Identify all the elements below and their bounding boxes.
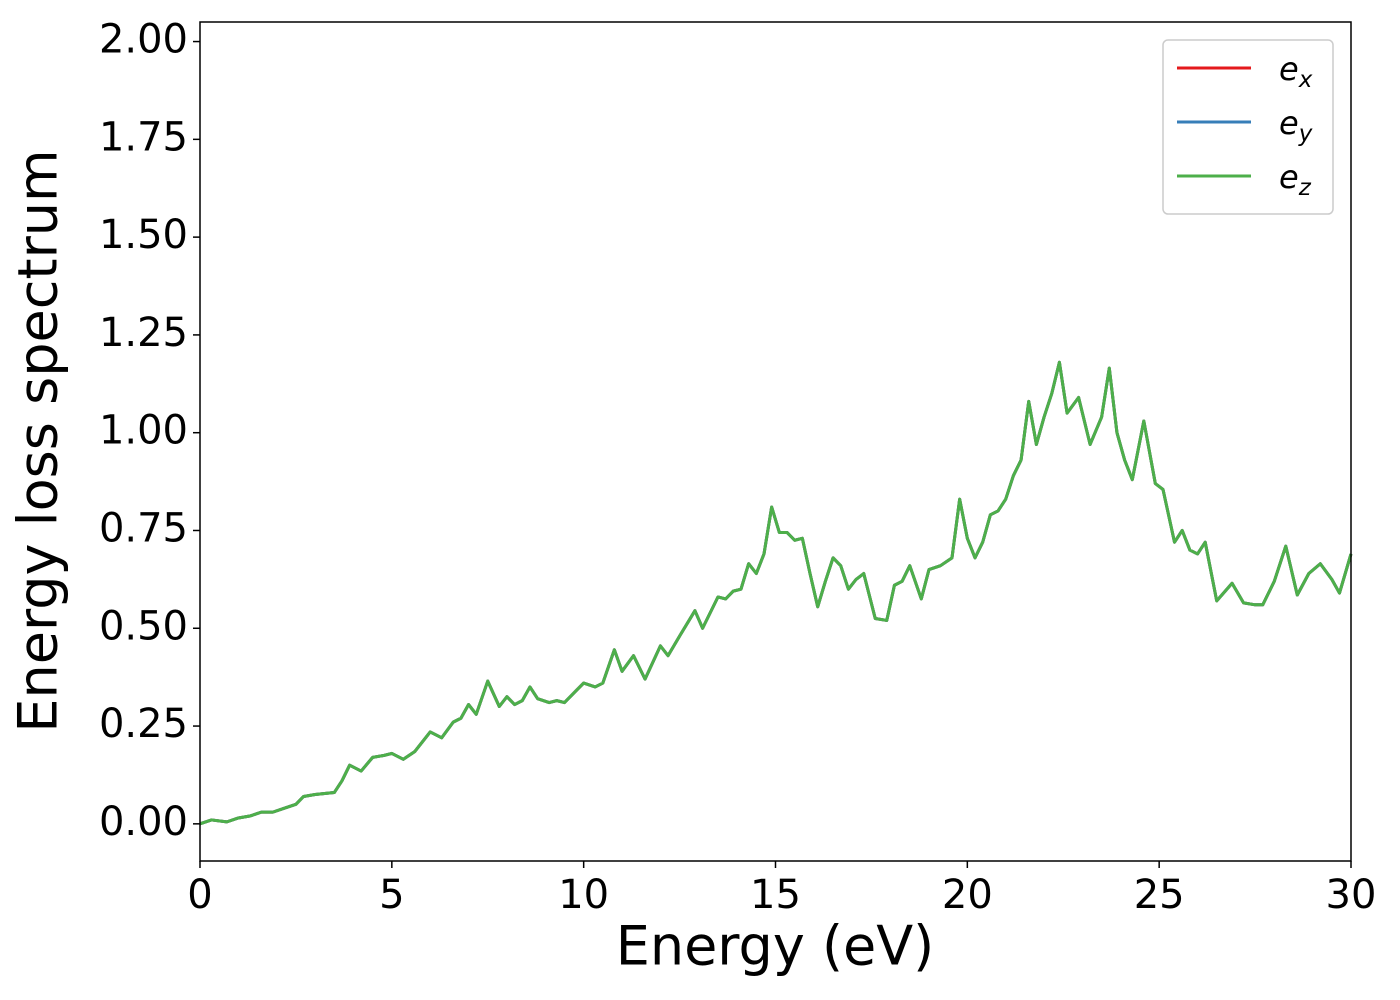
data-line <box>199 360 1353 826</box>
legend-box <box>1162 39 1334 215</box>
legend-label: ex <box>1279 50 1313 93</box>
y-tick-label: 1.50 <box>99 212 188 258</box>
x-tick-label: 5 <box>379 872 404 918</box>
y-tick-label: 0.75 <box>99 505 188 551</box>
x-axis-label: Energy (eV) <box>616 915 935 978</box>
x-tick-label: 25 <box>1134 872 1185 918</box>
x-tick-label: 10 <box>558 872 609 918</box>
y-tick-label: 1.75 <box>99 114 188 160</box>
y-tick-label: 0.25 <box>99 701 188 747</box>
x-tick-label: 15 <box>750 872 801 918</box>
y-tick-label: 1.00 <box>99 408 188 454</box>
y-tick-label: 2.00 <box>99 17 188 63</box>
data-line <box>199 360 1353 826</box>
legend-label: ey <box>1279 104 1313 147</box>
x-tick-label: 20 <box>942 872 993 918</box>
y-tick-label: 0.50 <box>99 603 188 649</box>
legend-label: ez <box>1279 158 1312 201</box>
y-tick-label: 1.25 <box>99 310 188 356</box>
plot-frame <box>199 21 1352 862</box>
x-tick-label: 30 <box>1326 872 1377 918</box>
x-tick-label: 0 <box>187 872 212 918</box>
data-line <box>199 360 1353 826</box>
y-tick-label: 0.00 <box>99 799 188 845</box>
y-axis-label: Energy loss spectrum <box>7 149 70 732</box>
